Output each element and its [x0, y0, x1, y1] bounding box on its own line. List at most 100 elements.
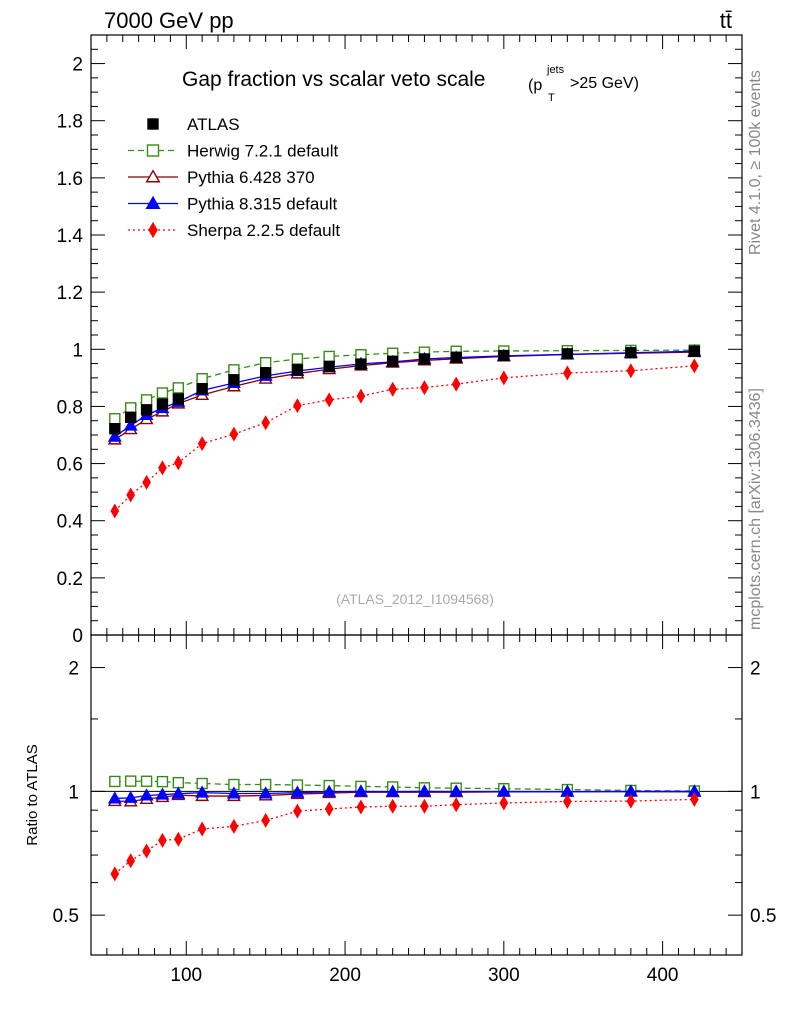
main-title: Gap fraction vs scalar veto scale (p jet… [182, 64, 639, 104]
ratio-point-pythia-8-315-default [290, 785, 305, 798]
point-sherpa-2-2-5-default [356, 388, 366, 404]
ratio-ylabel: Ratio to ATLAS [24, 744, 41, 845]
point-sherpa-2-2-5-default [110, 503, 120, 519]
point-pythia-8-315-default [123, 418, 138, 431]
ratio-point-pythia-8-315-default [353, 784, 368, 797]
legend-label-sherpa-2-2-5-default: Sherpa 2.2.5 default [187, 221, 340, 240]
point-sherpa-2-2-5-default [197, 436, 207, 452]
legend-label-herwig-7-2-1-default: Herwig 7.2.1 default [187, 142, 338, 161]
ratio-point-pythia-8-315-default [155, 787, 170, 800]
point-herwig-7-2-1-default [172, 382, 185, 394]
point-herwig-7-2-1-default [259, 357, 272, 369]
ratio-point-pythia-8-315-default [195, 785, 210, 798]
ratio-point-sherpa-2-2-5-default [229, 818, 239, 834]
point-sherpa-2-2-5-default [499, 370, 509, 386]
ratio-point-sherpa-2-2-5-default [126, 853, 136, 869]
point-atlas [450, 351, 462, 363]
point-sherpa-2-2-5-default [293, 398, 302, 414]
point-atlas [498, 349, 510, 362]
point-sherpa-2-2-5-default [142, 474, 151, 490]
ratio-point-herwig-7-2-1-default [109, 775, 121, 788]
ratio-point-pythia-8-315-default [417, 784, 432, 797]
ratio-point-sherpa-2-2-5-default [293, 803, 302, 819]
main-ytick-label: 2 [72, 55, 83, 76]
process-label: tt̄ [720, 8, 732, 33]
main-ytick-label: 1.6 [57, 169, 83, 190]
point-atlas [355, 358, 367, 370]
point-herwig-7-2-1-default [228, 364, 240, 376]
point-atlas [259, 367, 272, 379]
ratio-point-sherpa-2-2-5-default [499, 795, 509, 811]
main-ytick-label: 1 [72, 340, 83, 361]
point-atlas [625, 347, 637, 359]
ratio-point-sherpa-2-2-5-default [158, 832, 167, 848]
point-sherpa-2-2-5-default [126, 487, 136, 503]
point-herwig-7-2-1-default [196, 373, 208, 385]
rivet-label: Rivet 4.1.0, ≥ 100k events [747, 70, 764, 255]
ratio-xtick-label: 300 [488, 965, 520, 986]
point-atlas [172, 393, 185, 405]
legend-marker-pythia-8-315-default [145, 195, 161, 209]
ratio-xtick-label: 200 [329, 965, 361, 986]
main-series [107, 344, 702, 519]
ratio-point-sherpa-2-2-5-default [563, 793, 572, 809]
point-atlas [124, 411, 137, 423]
ratio-point-herwig-7-2-1-default [124, 775, 137, 787]
main-ytick-label: 0.8 [57, 397, 83, 418]
point-sherpa-2-2-5-default [229, 426, 239, 442]
ratio-point-pythia-8-315-default [171, 786, 186, 799]
point-atlas [291, 364, 304, 376]
ratio-point-herwig-7-2-1-default [156, 775, 169, 788]
point-herwig-7-2-1-default [291, 353, 304, 365]
ratio-point-pythia-8-315-default [107, 791, 122, 804]
title-suffix-rest: >25 GeV) [570, 75, 639, 92]
ratio-xtick-label: 100 [170, 965, 202, 986]
ratio-line-sherpa-2-2-5-default [114, 798, 695, 875]
point-herwig-7-2-1-default [124, 402, 137, 414]
ratio-ytick-label-right: 1 [750, 782, 761, 803]
ratio-point-pythia-8-315-default [139, 788, 154, 801]
point-atlas [323, 360, 335, 373]
legend: ATLAS Herwig 7.2.1 default Pythia 6.428 37… [128, 115, 340, 240]
ratio-ticks: 100 200 300 400 0.5 0.5 1 1 2 2 [53, 635, 776, 986]
title-suffix-p: (p [528, 77, 542, 94]
point-atlas [418, 353, 431, 365]
ratio-frame [90, 634, 743, 956]
analysis-label: (ATLAS_2012_I1094568) [336, 591, 494, 607]
point-atlas [228, 374, 240, 386]
point-atlas [196, 383, 208, 395]
ratio-point-herwig-7-2-1-default [172, 776, 185, 789]
main-ytick-label: 0.2 [57, 569, 83, 590]
legend-marker-herwig-7-2-1-default [146, 144, 160, 157]
ratio-point-pythia-8-315-default [449, 784, 464, 797]
point-atlas [688, 345, 701, 357]
ratio-ytick-label-right: 0.5 [750, 906, 776, 927]
ratio-ytick-label: 0.5 [53, 906, 79, 927]
ratio-point-sherpa-2-2-5-default [110, 866, 120, 882]
main-ytick-label: 0.6 [57, 455, 83, 476]
point-sherpa-2-2-5-default [388, 381, 398, 397]
point-herwig-7-2-1-default [156, 387, 169, 399]
point-atlas [140, 404, 153, 416]
legend-marker-sherpa-2-2-5-default [148, 221, 158, 239]
main-ticks: 0 0.2 0.4 0.6 0.8 1 1.2 1.4 1.6 1.8 2 [57, 35, 742, 647]
ratio-point-herwig-7-2-1-default [140, 775, 153, 787]
point-sherpa-2-2-5-default [690, 358, 699, 374]
title-suffix-sub: T [548, 92, 555, 104]
ratio-point-sherpa-2-2-5-default [420, 798, 429, 814]
point-herwig-7-2-1-default [323, 350, 335, 363]
point-atlas [561, 348, 574, 360]
ratio-point-pythia-8-315-default [258, 786, 273, 799]
ratio-series [107, 775, 702, 882]
ratio-point-sherpa-2-2-5-default [261, 812, 270, 828]
ratio-point-pythia-8-315-default [322, 784, 337, 797]
energy-label: 7000 GeV pp [104, 8, 234, 33]
ratio-point-sherpa-2-2-5-default [451, 797, 461, 813]
main-ytick-label: 0.4 [57, 512, 84, 533]
main-title-text: Gap fraction vs scalar veto scale [182, 68, 485, 91]
ratio-ytick-label-right: 2 [750, 659, 761, 680]
point-sherpa-2-2-5-default [324, 392, 334, 408]
point-atlas [156, 398, 169, 410]
main-ytick-label: 1.8 [57, 112, 83, 133]
